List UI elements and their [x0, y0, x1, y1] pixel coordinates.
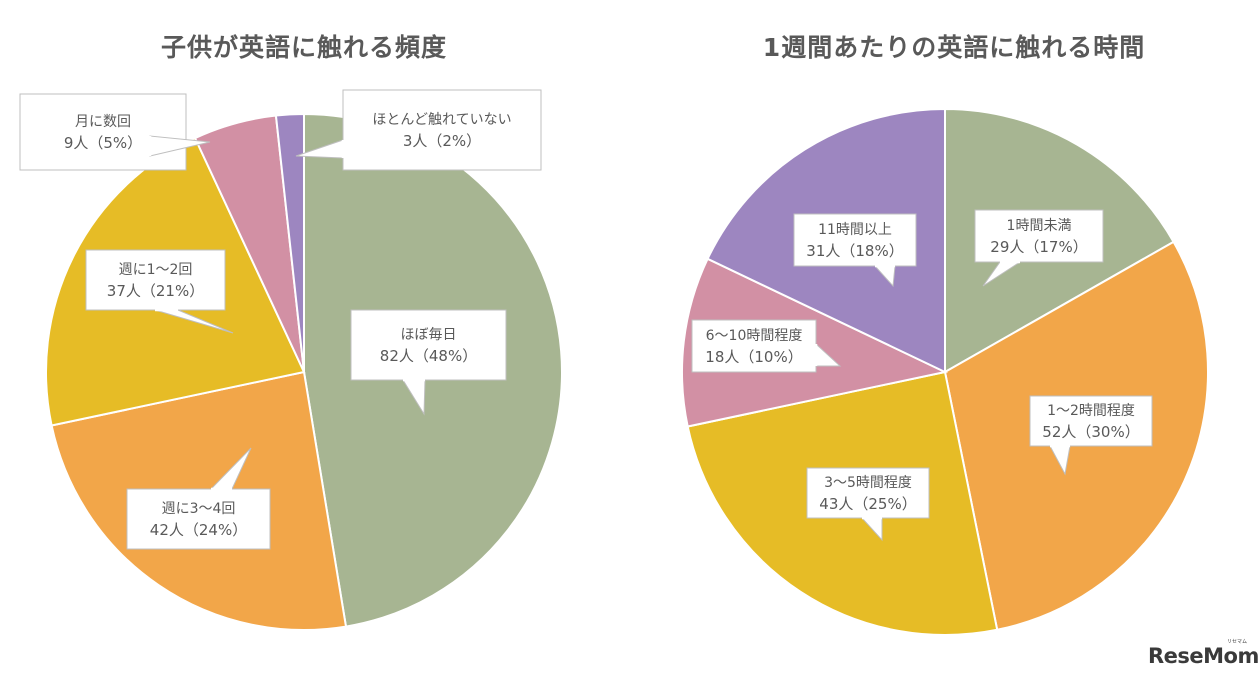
slice-category-label: 週に1〜2回 — [119, 262, 193, 278]
data-label-callout: 1〜2時間程度 52人（30%） — [1029, 395, 1153, 476]
slice-category-label: ほぼ毎日 — [401, 327, 457, 343]
data-label-callout: 月に数回 9人（5%） — [19, 93, 211, 171]
callout-box — [793, 213, 917, 267]
data-label-callout: ほぼ毎日 82人（48%） — [350, 309, 507, 416]
data-label-callout: 3〜5時間程度 43人（25%） — [806, 467, 930, 542]
slice-count-label: 42人（24%） — [150, 521, 247, 539]
slice-category-label: ほとんど触れていない — [372, 112, 511, 128]
slice-count-label: 18人（10%） — [705, 348, 802, 366]
slice-category-label: 6〜10時間程度 — [706, 328, 803, 344]
slice-count-label: 52人（30%） — [1042, 423, 1139, 441]
callout-box — [1029, 395, 1153, 447]
data-label-callout: 1時間未満 29人（17%） — [974, 209, 1104, 287]
callout-box — [19, 93, 187, 171]
data-label-callout: 11時間以上 31人（18%） — [793, 213, 917, 288]
slice-count-label: 43人（25%） — [819, 495, 916, 513]
slice-count-label: 37人（21%） — [107, 282, 204, 300]
data-label-callout: 週に1〜2回 37人（21%） — [85, 249, 234, 334]
pie-slice — [274, 112, 305, 373]
callout-box — [806, 467, 930, 519]
pie-chart-2: 1時間未満 29人（17%） 1〜2時間程度 52人（30%） 3〜5時間程度 43人（2… — [681, 107, 1209, 637]
resemom-logo: ReseMom — [1148, 644, 1259, 668]
callout-box — [974, 209, 1104, 263]
slice-count-label: 82人（48%） — [380, 347, 477, 365]
callout-box — [85, 249, 226, 311]
slice-category-label: 3〜5時間程度 — [824, 475, 912, 491]
slice-category-label: 1時間未満 — [1007, 218, 1072, 234]
callout-box — [126, 488, 271, 550]
callout-box — [342, 89, 542, 171]
slice-count-label: 3人（2%） — [403, 132, 481, 150]
slice-category-label: 11時間以上 — [818, 222, 892, 238]
slice-category-label: 月に数回 — [75, 114, 131, 130]
data-label-callout: 6〜10時間程度 18人（10%） — [691, 319, 842, 373]
slice-category-label: 週に3〜4回 — [162, 501, 236, 517]
callout-box — [691, 319, 817, 373]
slice-count-label: 31人（18%） — [806, 242, 903, 260]
chart-title-frequency: 子供が英語に触れる頻度 — [160, 33, 447, 62]
slice-count-label: 29人（17%） — [990, 238, 1087, 256]
callout-box — [350, 309, 507, 381]
resemom-logo-subtext: リセマム — [1227, 639, 1248, 645]
data-label-callout: ほとんど触れていない 3人（2%） — [295, 89, 542, 171]
chart-title-weekly-time: 1週間あたりの英語に触れる時間 — [762, 33, 1146, 62]
pie-chart-1: ほぼ毎日 82人（48%） 週に3〜4回 42人（24%） 週に1〜2回 37人（21%）… — [19, 89, 563, 631]
data-label-callout: 週に3〜4回 42人（24%） — [126, 447, 271, 550]
slice-count-label: 9人（5%） — [64, 134, 142, 152]
slice-category-label: 1〜2時間程度 — [1047, 403, 1135, 419]
